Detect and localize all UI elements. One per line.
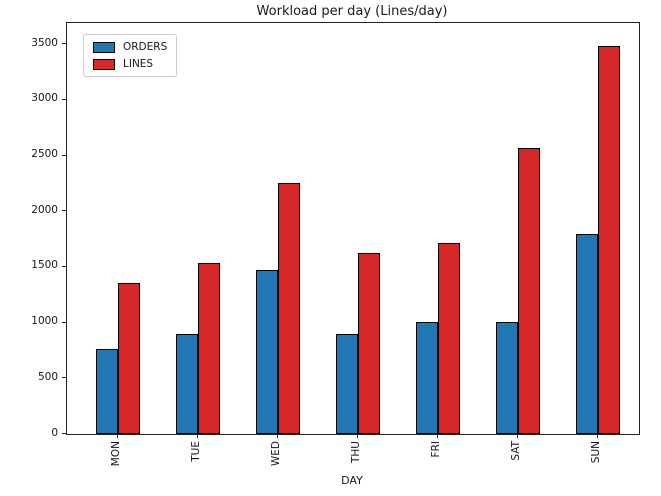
y-tick-label-500: 500	[37, 371, 58, 383]
x-tick-label-fri: FRI	[430, 441, 442, 458]
x-tick-label-sat: SAT	[510, 441, 522, 461]
x-tick-mark	[517, 434, 518, 438]
y-tick-label-1500: 1500	[31, 259, 58, 271]
bar-lines-sun	[598, 46, 620, 434]
bar-lines-wed	[278, 183, 300, 434]
x-tick-mark	[357, 434, 358, 438]
y-tick-mark	[62, 322, 66, 323]
chart-title: Workload per day (Lines/day)	[256, 4, 448, 19]
y-tick-label-2000: 2000	[31, 204, 58, 216]
x-tick-mark	[597, 434, 598, 438]
bar-orders-tue	[176, 334, 198, 434]
legend-label: LINES	[123, 58, 154, 70]
bar-orders-wed	[256, 270, 278, 434]
bar-orders-mon	[96, 349, 118, 434]
bar-orders-sun	[576, 234, 598, 434]
x-tick-mark	[437, 434, 438, 438]
x-tick-label-sun: SUN	[590, 441, 602, 464]
x-tick-mark	[277, 434, 278, 438]
y-tick-label-1000: 1000	[31, 315, 58, 327]
x-tick-label-wed: WED	[270, 441, 282, 467]
legend-swatch-icon	[93, 58, 115, 70]
x-tick-mark	[197, 434, 198, 438]
y-tick-label-3000: 3000	[31, 92, 58, 104]
y-tick-mark	[62, 43, 66, 44]
y-tick-label-2500: 2500	[31, 148, 58, 160]
x-axis-label: DAY	[341, 474, 363, 487]
y-tick-label-3500: 3500	[31, 37, 58, 49]
bar-lines-mon	[118, 283, 140, 434]
x-tick-label-thu: THU	[350, 441, 362, 463]
plot-area: ORDERS LINES	[66, 22, 640, 435]
x-tick-mark	[117, 434, 118, 438]
bar-lines-tue	[198, 263, 220, 434]
y-tick-label-0: 0	[51, 427, 58, 439]
y-tick-mark	[62, 155, 66, 156]
legend-swatch-icon	[93, 41, 115, 53]
bar-orders-fri	[416, 322, 438, 434]
y-tick-mark	[62, 99, 66, 100]
bar-lines-thu	[358, 253, 380, 434]
y-tick-mark	[62, 266, 66, 267]
y-tick-mark	[62, 433, 66, 434]
y-tick-mark	[62, 377, 66, 378]
bar-lines-sat	[518, 148, 540, 434]
legend-item-lines: LINES	[93, 58, 167, 70]
bar-lines-fri	[438, 243, 460, 434]
y-tick-mark	[62, 210, 66, 211]
x-tick-label-mon: MON	[110, 441, 122, 467]
bar-orders-thu	[336, 334, 358, 434]
legend-label: ORDERS	[123, 41, 168, 53]
x-tick-label-tue: TUE	[190, 441, 202, 462]
legend: ORDERS LINES	[83, 34, 178, 77]
bar-orders-sat	[496, 322, 518, 434]
legend-item-orders: ORDERS	[93, 41, 167, 53]
